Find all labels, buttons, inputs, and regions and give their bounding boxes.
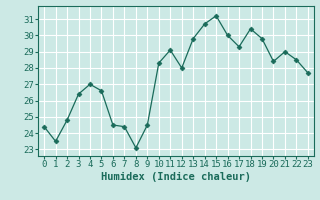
X-axis label: Humidex (Indice chaleur): Humidex (Indice chaleur)	[101, 172, 251, 182]
